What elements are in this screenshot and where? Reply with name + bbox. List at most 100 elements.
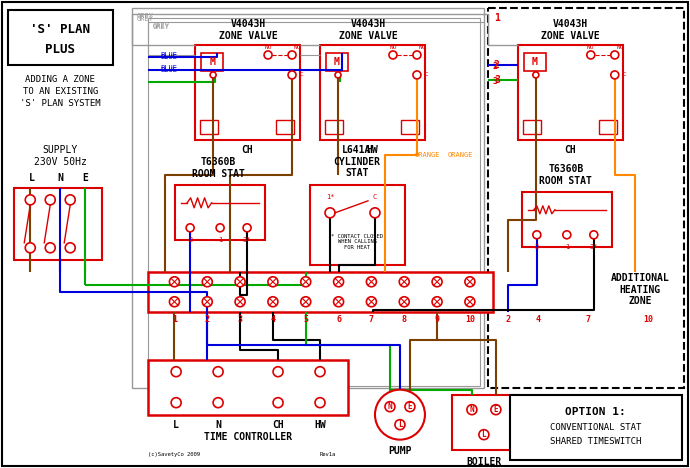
Circle shape	[273, 367, 283, 377]
Text: NO: NO	[389, 45, 397, 51]
Text: E: E	[408, 402, 412, 411]
Circle shape	[235, 277, 245, 287]
Circle shape	[375, 390, 425, 439]
Circle shape	[590, 231, 598, 239]
Text: 2: 2	[205, 315, 210, 324]
Text: 'S' PLAN SYSTEM: 'S' PLAN SYSTEM	[20, 99, 101, 109]
Text: TO AN EXISTING: TO AN EXISTING	[23, 88, 98, 96]
Circle shape	[395, 420, 405, 430]
Circle shape	[491, 405, 501, 415]
Circle shape	[210, 72, 216, 78]
Circle shape	[405, 402, 415, 412]
Circle shape	[171, 367, 181, 377]
Circle shape	[46, 195, 55, 205]
Circle shape	[366, 297, 377, 307]
Circle shape	[611, 71, 619, 79]
Text: GREY: GREY	[136, 16, 153, 22]
Text: TIME CONTROLLER: TIME CONTROLLER	[204, 431, 292, 442]
Text: BOILER: BOILER	[466, 457, 502, 467]
Text: M: M	[532, 57, 538, 67]
Circle shape	[235, 297, 245, 307]
Circle shape	[288, 51, 296, 59]
Circle shape	[26, 243, 35, 253]
Text: NO: NO	[587, 45, 595, 51]
Bar	[488, 8, 684, 388]
Bar	[14, 188, 102, 260]
Bar	[200, 120, 218, 134]
Bar	[310, 185, 405, 265]
Text: OPTION 1:: OPTION 1:	[565, 407, 626, 417]
Circle shape	[465, 297, 475, 307]
Circle shape	[563, 231, 571, 239]
Text: * CONTACT CLOSED
WHEN CALLING
FOR HEAT: * CONTACT CLOSED WHEN CALLING FOR HEAT	[331, 234, 384, 250]
Bar	[148, 272, 493, 312]
Circle shape	[243, 224, 251, 232]
Circle shape	[170, 277, 179, 287]
Text: E: E	[82, 173, 88, 183]
Text: NC: NC	[617, 45, 624, 51]
Circle shape	[413, 71, 421, 79]
Text: C: C	[300, 73, 304, 77]
Text: ADDITIONAL
HEATING
ZONE: ADDITIONAL HEATING ZONE	[611, 273, 669, 307]
Circle shape	[400, 277, 409, 287]
Bar	[320, 45, 425, 140]
Circle shape	[586, 51, 595, 59]
Circle shape	[216, 224, 224, 232]
Text: 4: 4	[535, 315, 540, 324]
Text: NC: NC	[419, 45, 426, 51]
Text: ADDING A ZONE: ADDING A ZONE	[26, 75, 95, 84]
Text: N: N	[388, 402, 393, 411]
Text: 2: 2	[188, 237, 193, 243]
Text: 1: 1	[218, 237, 222, 243]
Text: SUPPLY: SUPPLY	[43, 145, 78, 155]
Circle shape	[333, 297, 344, 307]
Bar	[175, 185, 265, 240]
Text: CH: CH	[564, 145, 575, 155]
Text: 3: 3	[493, 77, 498, 87]
Circle shape	[432, 277, 442, 287]
Circle shape	[273, 398, 283, 408]
Text: BLUE: BLUE	[160, 54, 177, 60]
Text: 2: 2	[505, 315, 511, 324]
Text: Rev1a: Rev1a	[320, 452, 336, 457]
Circle shape	[325, 208, 335, 218]
Circle shape	[66, 195, 75, 205]
Text: CH: CH	[241, 145, 253, 155]
Text: 1: 1	[494, 13, 500, 23]
Bar	[510, 395, 682, 460]
Circle shape	[370, 208, 380, 218]
Circle shape	[467, 405, 477, 415]
Circle shape	[202, 277, 213, 287]
Text: CONVENTIONAL STAT: CONVENTIONAL STAT	[550, 423, 642, 432]
Text: L641A
CYLINDER
STAT: L641A CYLINDER STAT	[333, 145, 380, 178]
Text: 7: 7	[585, 315, 591, 324]
Bar	[522, 192, 612, 247]
Text: PLUS: PLUS	[46, 44, 75, 57]
Text: NC: NC	[294, 45, 302, 51]
Circle shape	[533, 72, 539, 78]
Text: 2: 2	[493, 62, 498, 72]
Text: GREY: GREY	[152, 23, 169, 29]
Circle shape	[170, 297, 179, 307]
Bar	[325, 120, 343, 134]
Text: V4043H
ZONE VALVE: V4043H ZONE VALVE	[219, 19, 277, 41]
Circle shape	[186, 224, 194, 232]
Text: PUMP: PUMP	[388, 446, 412, 456]
Text: 1: 1	[172, 315, 177, 324]
Circle shape	[333, 277, 344, 287]
Bar	[523, 120, 541, 134]
Circle shape	[465, 277, 475, 287]
Circle shape	[268, 277, 278, 287]
Text: 10: 10	[643, 315, 653, 324]
Text: L: L	[173, 420, 179, 430]
Bar	[452, 395, 517, 450]
Text: NO: NO	[264, 45, 272, 51]
Text: T6360B
ROOM STAT: T6360B ROOM STAT	[192, 157, 244, 179]
Text: C: C	[623, 73, 627, 77]
Text: SHARED TIMESWITCH: SHARED TIMESWITCH	[550, 437, 642, 446]
Text: N: N	[57, 173, 63, 183]
Text: BLUE: BLUE	[160, 52, 177, 58]
Circle shape	[611, 51, 619, 59]
Text: ORANGE: ORANGE	[448, 152, 473, 158]
Text: 3: 3	[494, 75, 500, 85]
